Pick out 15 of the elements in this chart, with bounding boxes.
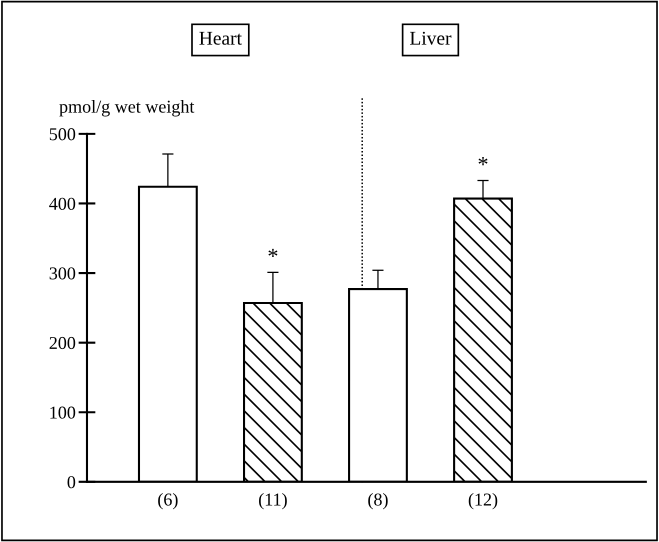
- y-tick-label: 400: [49, 198, 76, 210]
- y-tick-label: 200: [50, 336, 76, 350]
- annotation: *: [268, 248, 278, 258]
- y-tick-label: 300: [50, 267, 76, 280]
- x-tick-label: (8): [368, 492, 388, 510]
- y-axis-title: pmol/g wet weight: [59, 100, 194, 116]
- text: Heart: [199, 32, 242, 45]
- x-tick-label: (11): [259, 492, 287, 510]
- x-tick-label: (6): [158, 492, 178, 510]
- y-tick-label: 500: [50, 128, 76, 140]
- y-tick-label: 100: [50, 406, 76, 419]
- annotation: *: [478, 157, 488, 166]
- x-tick-label: (12): [468, 492, 498, 510]
- y-tick-label: 0: [68, 476, 76, 488]
- text: Liver: [410, 32, 452, 45]
